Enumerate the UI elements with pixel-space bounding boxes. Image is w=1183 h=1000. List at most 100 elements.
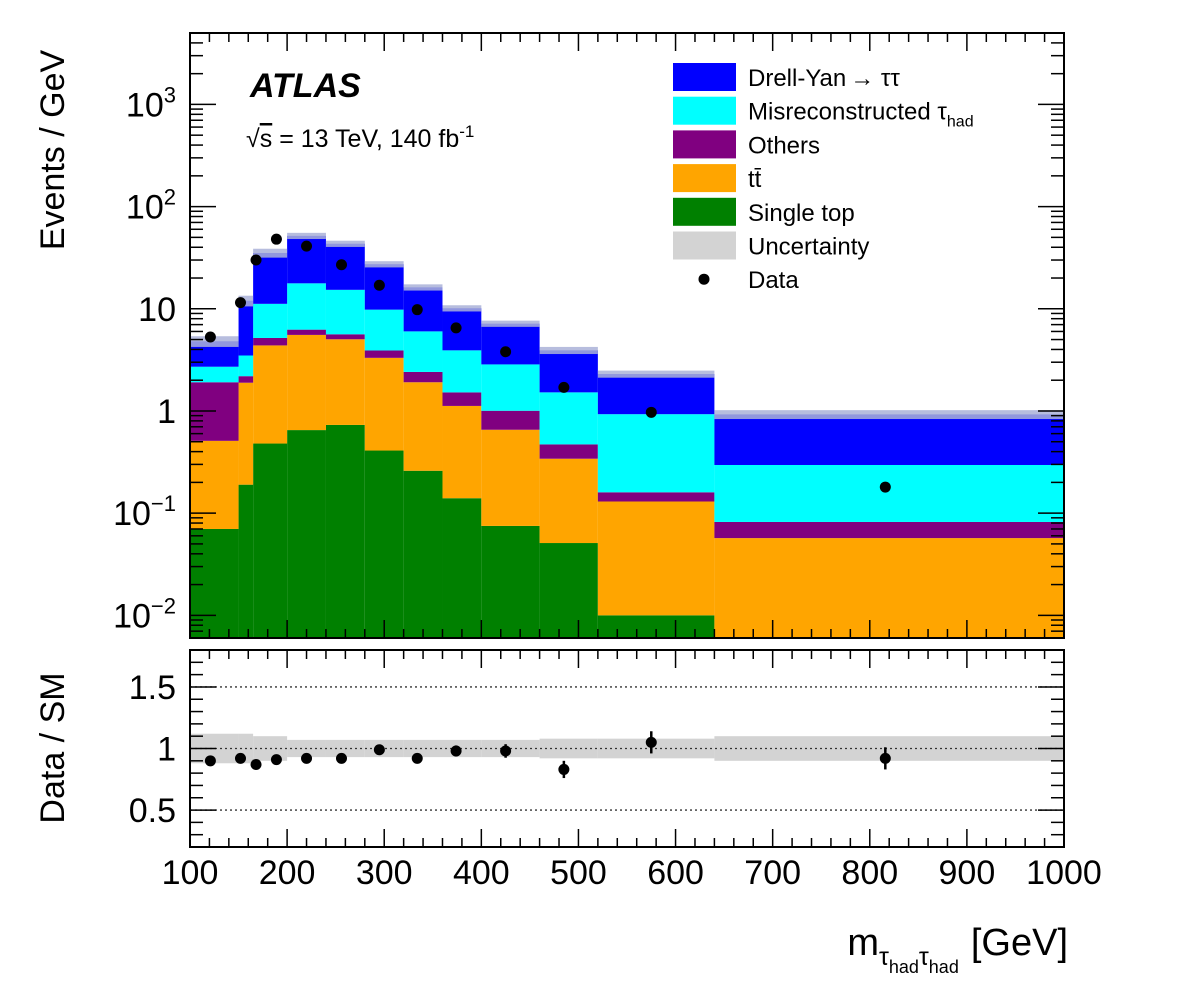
uncertainty-bin-11 (714, 410, 1064, 420)
legend-swatch-4 (673, 197, 736, 226)
top-y-tick-label-5: 10−2 (113, 593, 176, 635)
top-y-tick-exp-0: 3 (164, 82, 176, 107)
x-label-m: m (847, 922, 879, 964)
bar-misreconstructed-had-10 (597, 414, 715, 493)
legend-swatch-0 (673, 63, 736, 91)
x-tick-label-0: 100 (162, 854, 219, 892)
bar-tt--2 (253, 345, 288, 444)
top-y-tick-label-1: 102 (126, 185, 176, 227)
data-point-12 (879, 481, 891, 493)
legend-swatch-3 (673, 164, 736, 193)
x-tick-labels: 100 200 300 400 500 600 700 800 900 1000 (162, 854, 1102, 892)
data-point-1 (234, 297, 246, 309)
x-tick-label-6: 700 (744, 854, 801, 892)
bar-others-9 (539, 444, 598, 459)
data-point-10 (558, 381, 570, 393)
bar-others-8 (481, 410, 540, 430)
legend-swatch-5 (673, 231, 736, 260)
bar-misreconstructed-had-6 (403, 331, 443, 372)
ratio-point-8 (450, 745, 462, 757)
bar-misreconstructed-had-9 (539, 392, 598, 445)
legend-label-3: tt̄ (748, 166, 762, 193)
legend-label-6: Data (748, 267, 799, 294)
bar-tt--9 (539, 458, 598, 544)
bar-drell-yan--1 (238, 300, 254, 356)
x-label-tau2: τ (919, 943, 929, 971)
x-tick-label-8: 900 (939, 854, 996, 892)
bar-tt--4 (325, 339, 365, 425)
top-y-tick-label-2: 10 (138, 291, 176, 329)
top-y-tick-label-0: 103 (126, 82, 176, 124)
data-point-7 (411, 304, 423, 316)
uncertainty-bin-3 (287, 232, 326, 240)
x-tick-label-7: 800 (841, 854, 898, 892)
x-label-had2: had (929, 957, 959, 977)
bar-single-top-8 (481, 525, 540, 638)
top-y-tick-label-3: 1 (157, 393, 176, 431)
ratio-band-bin-9 (539, 738, 598, 759)
bar-single-top-1 (238, 484, 254, 638)
data-point-0 (204, 331, 216, 343)
ratio-point-1 (234, 752, 246, 764)
bar-misreconstructed-had-7 (442, 350, 482, 393)
top-plot-frame (189, 32, 1065, 639)
bar-drell-yan--7 (442, 308, 482, 351)
bar-misreconstructed-had-8 (481, 364, 540, 411)
bar-tt--10 (597, 501, 715, 616)
top-y-axis-label: Events / GeV (34, 50, 72, 251)
x-label-tau1: τ (879, 943, 889, 971)
bar-single-top-5 (364, 450, 404, 638)
ratio-point-3 (270, 754, 282, 766)
energy-lumi-label: √s = 13 TeV, 140 fb-1 (246, 122, 474, 153)
data-point-8 (450, 322, 462, 334)
uncertainty-bin-0 (190, 336, 239, 347)
bar-drell-yan--11 (714, 414, 1064, 465)
top-y-tick-base-1: 10 (126, 189, 164, 227)
bottom-y-axis-label: Data / SM (34, 672, 72, 823)
bar-tt--0 (190, 440, 239, 529)
bottom-y-tick-label-1: 1 (157, 731, 176, 769)
ratio-reference-lines (190, 686, 1064, 811)
bar-single-top-3 (287, 430, 326, 638)
bar-tt--1 (238, 382, 254, 485)
uncertainty-bin-2 (253, 248, 288, 258)
bar-tt--5 (364, 357, 404, 451)
ratio-point-12 (879, 752, 891, 764)
legend-label-suffix-0: → ττ (850, 65, 900, 92)
ratio-points (204, 731, 891, 779)
bar-others-10 (597, 492, 715, 502)
bar-others-3 (287, 329, 326, 335)
x-tick-label-5: 600 (647, 854, 704, 892)
bar-misreconstructed-had-11 (714, 464, 1064, 522)
top-y-tick-base-0: 10 (126, 86, 164, 124)
uncertainty-bin-4 (325, 240, 365, 247)
legend-label-text-6: Data (748, 267, 799, 294)
data-point-11 (645, 406, 657, 418)
x-label-had1: had (889, 957, 919, 977)
top-y-tick-base-5: 10 (113, 597, 151, 635)
ratio-point-6 (373, 744, 385, 756)
uncertainty-bin-9 (539, 346, 598, 355)
x-tick-label-2: 300 (356, 854, 413, 892)
data-points (204, 233, 891, 493)
legend-label-text-4: Single top (748, 200, 855, 227)
ratio-band-bin-6 (403, 739, 443, 758)
bar-tt--6 (403, 382, 443, 471)
bar-misreconstructed-had-3 (287, 283, 326, 330)
legend-label-text-5: Uncertainty (748, 234, 869, 261)
bar-misreconstructed-had-2 (253, 303, 288, 338)
bar-drell-yan--6 (403, 287, 443, 332)
bar-single-top-4 (325, 424, 365, 638)
top-axis-ticks (189, 32, 1065, 639)
bar-others-5 (364, 350, 404, 358)
sqrt-symbol: √ (246, 125, 260, 153)
legend-swatch-1 (673, 96, 736, 125)
bar-single-top-7 (442, 498, 482, 638)
legend-label-sub-1: had (947, 114, 974, 131)
top-y-tick-exp-4: −1 (151, 491, 176, 516)
legend-label-text-0: Drell-Yan (748, 65, 846, 92)
bar-tt--3 (287, 334, 326, 431)
